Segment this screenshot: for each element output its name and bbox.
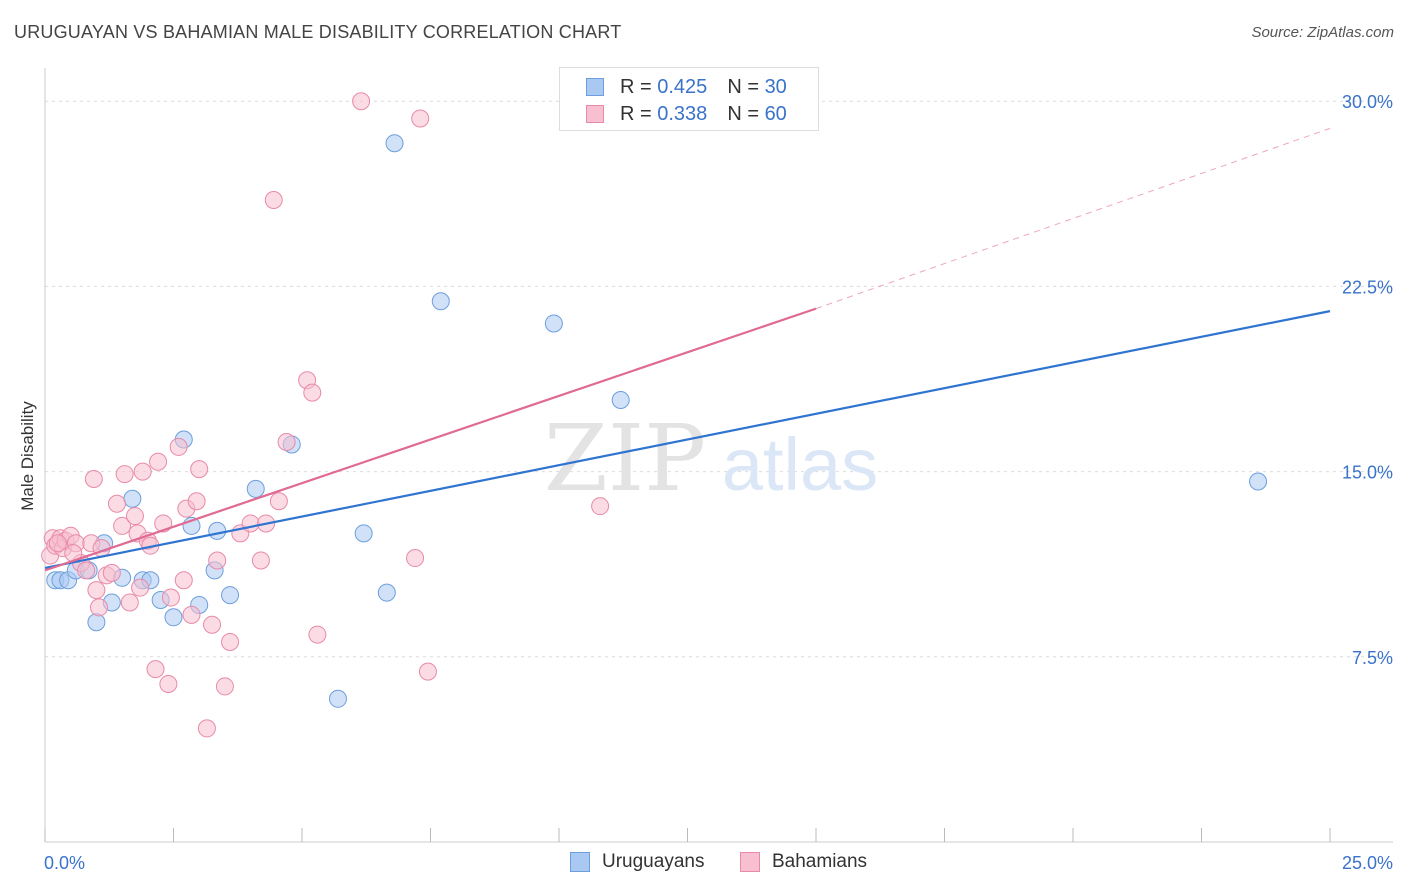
n-label: N = [727,75,759,98]
legend-label-bahamians: Bahamians [772,851,868,872]
point-bahamians [352,92,371,111]
point-uruguayans [123,489,142,508]
point-bahamians [203,615,222,634]
legend-swatch-bahamians [586,105,604,123]
point-bahamians [89,598,108,617]
r-value: 0.338 [657,102,708,125]
y-tick-label: 30.0% [1342,92,1393,112]
watermark: ZIP atlas [544,405,878,512]
point-bahamians [107,494,126,513]
trend-line-bahamians [44,307,817,572]
legend-item-bahamians[interactable]: Bahamians [740,851,867,873]
point-bahamians [113,516,132,535]
point-bahamians [264,190,283,209]
stats-legend: R = 0.425 N = 30 R = 0.338 N = 60 [559,67,819,131]
point-bahamians [208,551,227,570]
point-bahamians [120,593,139,612]
point-bahamians [133,462,152,481]
point-bahamians [215,677,234,696]
point-bahamians [169,437,188,456]
y-tick-label: 15.0% [1342,463,1393,483]
watermark-zip: ZIP [544,405,706,512]
legend-swatch-bahamians [740,852,760,872]
point-bahamians [174,571,193,590]
trend-line-uruguayans [44,310,1331,569]
point-bahamians [125,507,144,526]
trend-extension-bahamians [815,127,1331,310]
axes [44,68,1393,843]
r-label: R = [620,75,652,98]
point-bahamians [48,534,67,553]
watermark-atlas: atlas [722,423,878,506]
point-bahamians [418,662,437,681]
point-bahamians [241,514,260,533]
point-uruguayans [431,292,450,311]
x-tick-label: 25.0% [1342,853,1393,873]
n-label: N = [727,102,759,125]
chart-title: URUGUAYAN VS BAHAMIAN MALE DISABILITY CO… [14,22,622,42]
series-legend: Uruguayans Bahamians [0,851,1406,877]
point-bahamians [161,588,180,607]
r-label: R = [620,102,652,125]
trend-lines [44,127,1331,572]
point-uruguayans [246,479,265,498]
point-uruguayans [385,134,404,153]
point-uruguayans [87,613,106,632]
data-points [41,92,1268,738]
y-tick-label: 22.5% [1342,277,1393,297]
tick-labels: 7.5% 15.0% 22.5% 30.0% 0.0% 25.0% [44,92,1393,873]
point-bahamians [182,605,201,624]
legend-item-uruguayans[interactable]: Uruguayans [570,851,704,873]
gridlines [45,100,1392,658]
stats-row-uruguayans: R = 0.425 N = 30 [586,74,787,100]
point-bahamians [197,719,216,738]
point-bahamians [102,563,121,582]
point-bahamians [277,432,296,451]
point-bahamians [87,581,106,600]
point-uruguayans [611,391,630,410]
point-uruguayans [208,521,227,540]
legend-label-uruguayans: Uruguayans [602,851,705,872]
point-bahamians [159,674,178,693]
legend-swatch-uruguayans [570,852,590,872]
point-bahamians [190,460,209,479]
legend-swatch-uruguayans [586,78,604,96]
point-uruguayans [221,586,240,605]
point-bahamians [84,470,103,489]
point-bahamians [406,549,425,568]
point-bahamians [269,492,288,511]
n-value: 60 [764,102,787,125]
point-uruguayans [164,608,183,627]
point-bahamians [187,492,206,511]
point-bahamians [303,383,322,402]
point-uruguayans [377,583,396,602]
point-uruguayans [354,524,373,543]
point-bahamians [591,497,610,516]
source-label: Source: ZipAtlas.com [1251,24,1394,41]
y-tick-label: 7.5% [1352,648,1393,668]
point-uruguayans [544,314,563,333]
point-bahamians [308,625,327,644]
point-bahamians [149,452,168,471]
point-bahamians [146,660,165,679]
point-bahamians [115,465,134,484]
x-tick-label: 0.0% [44,853,85,873]
point-uruguayans [328,689,347,708]
point-uruguayans [1249,472,1268,491]
point-bahamians [77,561,96,580]
y-axis-label: Male Disability [18,401,37,511]
point-bahamians [251,551,270,570]
r-value: 0.425 [657,75,708,98]
point-bahamians [411,109,430,128]
point-bahamians [221,632,240,651]
n-value: 30 [764,75,787,98]
point-bahamians [131,578,150,597]
stats-row-bahamians: R = 0.338 N = 60 [586,101,787,127]
